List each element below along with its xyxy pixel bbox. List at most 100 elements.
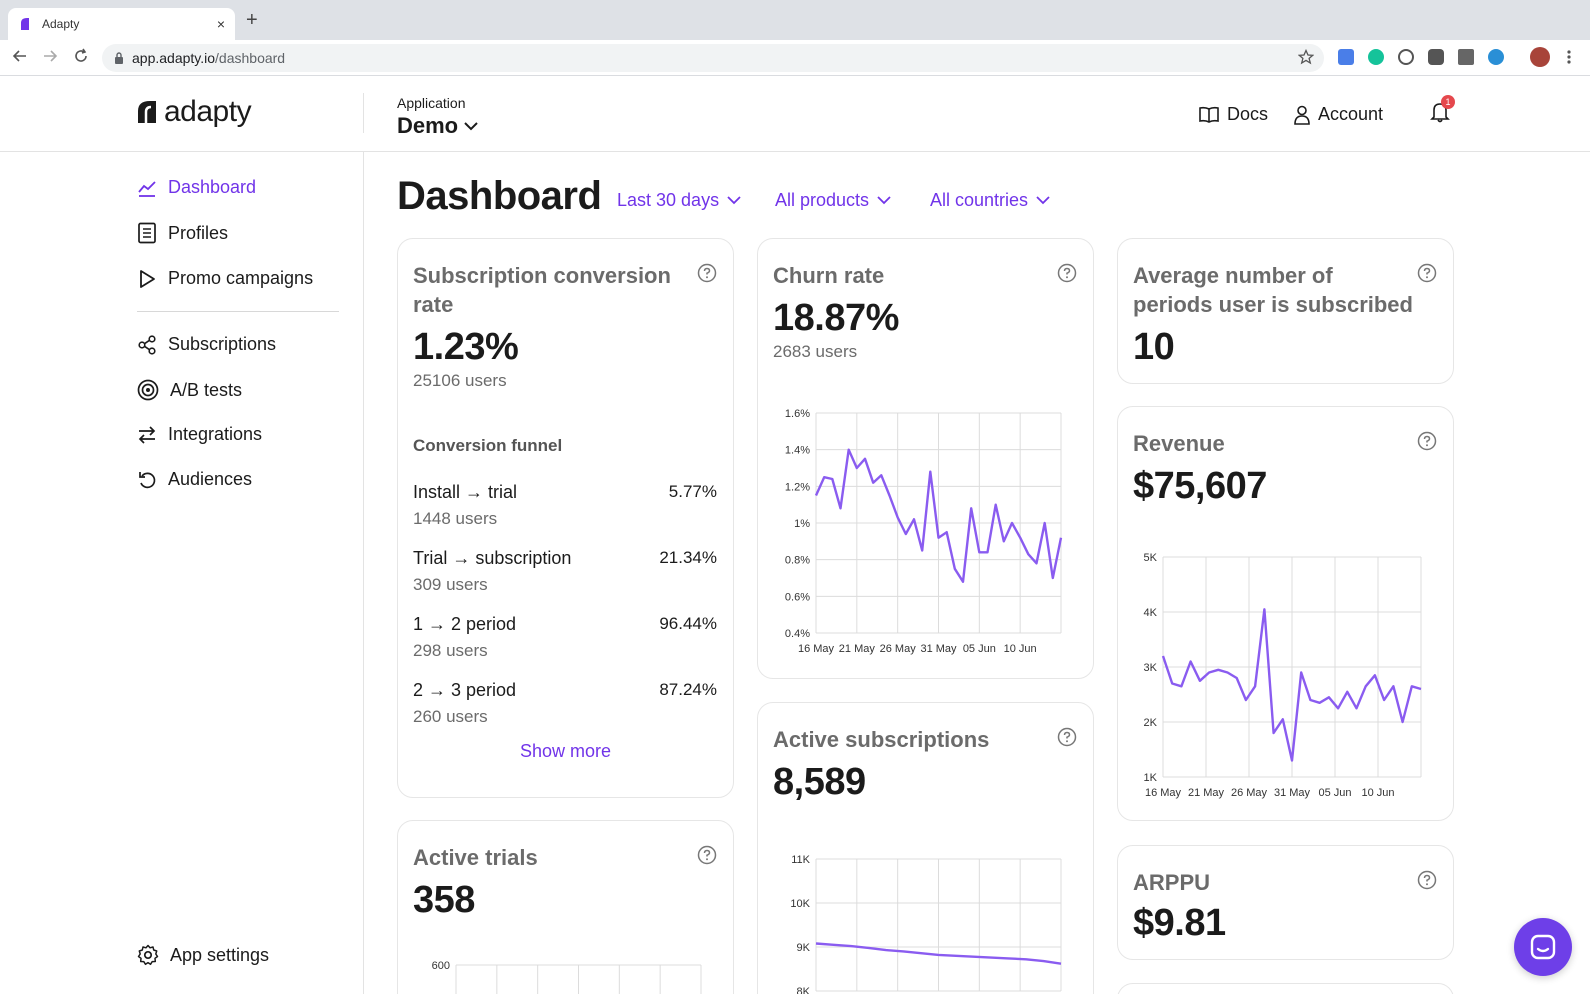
funnel-step-users: 309 users (413, 575, 488, 594)
funnel-step-label: 2 → 3 period (413, 680, 517, 700)
funnel-step-pct: 5.77% (668, 482, 717, 501)
help-icon[interactable] (697, 845, 717, 865)
browser-toolbar: app.adapty.io/dashboard (0, 40, 1590, 76)
chart-x-tick-label: 26 May (1231, 787, 1268, 799)
address-bar[interactable]: app.adapty.io/dashboard (102, 44, 1324, 72)
adapty-logo[interactable]: adapty (136, 95, 252, 129)
document-icon (138, 222, 156, 244)
bookmark-star-icon[interactable] (1298, 49, 1314, 65)
card-title: ARPPU (1133, 870, 1211, 895)
info-extension-icon[interactable] (1398, 49, 1414, 65)
countries-filter[interactable]: All countries (930, 190, 1050, 211)
forward-arrow-icon[interactable] (42, 48, 58, 64)
chart-y-tick-label: 0.4% (785, 628, 810, 640)
help-icon[interactable] (697, 263, 717, 283)
conversion-rate-card: Subscription conversion rate 1.23% 25106… (397, 238, 734, 798)
share-nodes-icon (138, 334, 156, 355)
conversion-rate-value: 1.23% (413, 326, 519, 368)
account-link[interactable]: Account (1294, 104, 1383, 125)
sidebar-separator (137, 311, 339, 312)
help-icon[interactable] (1417, 263, 1437, 283)
browser-tab-bar: Adapty × + (0, 0, 1590, 40)
chart-y-tick-label: 4K (1144, 607, 1158, 619)
new-tab-button[interactable]: + (246, 9, 258, 31)
sidebar-item-integrations[interactable]: Integrations (137, 424, 262, 445)
revenue-chart: 5K 4K 3K 2K 1K 16 May 21 May 26 May 31 May 05 Jun… (1144, 552, 1422, 799)
chart-y-tick-label: 3K (1144, 662, 1158, 674)
app-selector[interactable]: Application Demo (397, 95, 478, 139)
bell-icon (1430, 103, 1450, 123)
app-header: adapty Application Demo Docs Account 1 (0, 77, 1590, 152)
funnel-step-label: Trial → subscription (413, 548, 572, 568)
funnel-step-users: 1448 users (413, 509, 498, 528)
header-divider (363, 93, 364, 133)
sidebar-item-app-settings[interactable]: App settings (137, 944, 269, 966)
eye-extension-icon[interactable] (1488, 49, 1504, 65)
chart-y-tick-label: 2K (1144, 717, 1158, 729)
funnel-row: 1 → 2 period 96.44% 298 users (413, 614, 717, 661)
url-text: app.adapty.io/dashboard (132, 50, 285, 66)
chart-line-icon (138, 180, 156, 197)
sidebar-item-ab-tests[interactable]: A/B tests (137, 379, 242, 401)
sidebar-item-audiences[interactable]: Audiences (137, 469, 252, 490)
adapty-logo-icon (138, 101, 156, 123)
help-icon[interactable] (1417, 431, 1437, 451)
shield-extension-icon[interactable] (1428, 49, 1444, 65)
next-metric-card (1117, 983, 1454, 994)
browser-menu-icon[interactable] (1566, 49, 1572, 65)
funnel-step-label: 1 → 2 period (413, 614, 517, 634)
sidebar-item-label: Integrations (168, 424, 263, 444)
churn-rate-chart: 1.6% 1.4% 1.2% 1% 0.8% 0.6% 0.4% 16 May 21 May 26… (785, 408, 1063, 655)
book-icon (1199, 106, 1219, 123)
sidebar-item-promo-campaigns[interactable]: Promo campaigns (137, 268, 313, 289)
period-filter[interactable]: Last 30 days (617, 190, 741, 211)
chart-x-tick-label: 26 May (880, 643, 917, 655)
lock-icon (115, 52, 123, 64)
funnel-step-label: Install → trial (413, 482, 518, 502)
chat-launcher-button[interactable] (1514, 918, 1572, 976)
chart-x-tick-label: 21 May (839, 643, 876, 655)
sidebar-item-dashboard[interactable]: Dashboard (137, 177, 256, 198)
sidebar-item-label: App settings (170, 944, 270, 965)
sidebar-item-label: A/B tests (170, 379, 243, 400)
browser-tab[interactable]: Adapty × (8, 8, 235, 40)
sidebar-item-profiles[interactable]: Profiles (137, 222, 228, 244)
funnel-row: 2 → 3 period 87.24% 260 users (413, 680, 717, 727)
sidebar-item-subscriptions[interactable]: Subscriptions (137, 334, 276, 355)
translate-extension-icon[interactable] (1338, 49, 1354, 65)
chevron-down-icon (877, 196, 891, 205)
account-label: Account (1318, 104, 1384, 124)
help-icon[interactable] (1057, 263, 1077, 283)
products-filter[interactable]: All products (775, 190, 891, 211)
funnel-step-pct: 87.24% (659, 680, 717, 699)
arppu-value: $9.81 (1133, 902, 1226, 944)
gear-icon (137, 944, 159, 966)
arrows-swap-icon (138, 425, 156, 444)
chart-x-tick-label: 31 May (1274, 787, 1311, 799)
help-icon[interactable] (1057, 727, 1077, 747)
sidebar-item-label: Audiences (168, 469, 253, 489)
sidebar-item-label: Subscriptions (168, 334, 277, 354)
funnel-title: Conversion funnel (413, 436, 563, 455)
funnel-row: Trial → subscription 21.34% 309 users (413, 548, 717, 595)
docs-link[interactable]: Docs (1199, 104, 1268, 125)
card-title: Subscription conversion rate (413, 261, 671, 319)
notifications-button[interactable]: 1 (1430, 95, 1455, 128)
reload-icon[interactable] (73, 48, 89, 64)
app-selector-value[interactable]: Demo (397, 113, 478, 139)
countries-filter-label: All countries (930, 190, 1029, 210)
chart-x-tick-label: 31 May (920, 643, 957, 655)
arppu-card: ARPPU $9.81 (1117, 845, 1454, 960)
puzzle-extension-icon[interactable] (1458, 49, 1474, 65)
profile-avatar[interactable] (1530, 47, 1550, 67)
chart-y-tick-label: 9K (797, 942, 811, 954)
undo-icon (139, 471, 156, 488)
help-icon[interactable] (1417, 870, 1437, 890)
back-arrow-icon[interactable] (12, 48, 28, 64)
page-title: Dashboard (397, 174, 602, 218)
grammarly-extension-icon[interactable] (1368, 49, 1384, 65)
funnel-row: Install → trial 5.77% 1448 users (413, 482, 717, 529)
show-more-button[interactable]: Show more (519, 741, 612, 761)
tab-close-icon[interactable]: × (216, 16, 225, 32)
funnel-step-users: 298 users (413, 641, 488, 660)
